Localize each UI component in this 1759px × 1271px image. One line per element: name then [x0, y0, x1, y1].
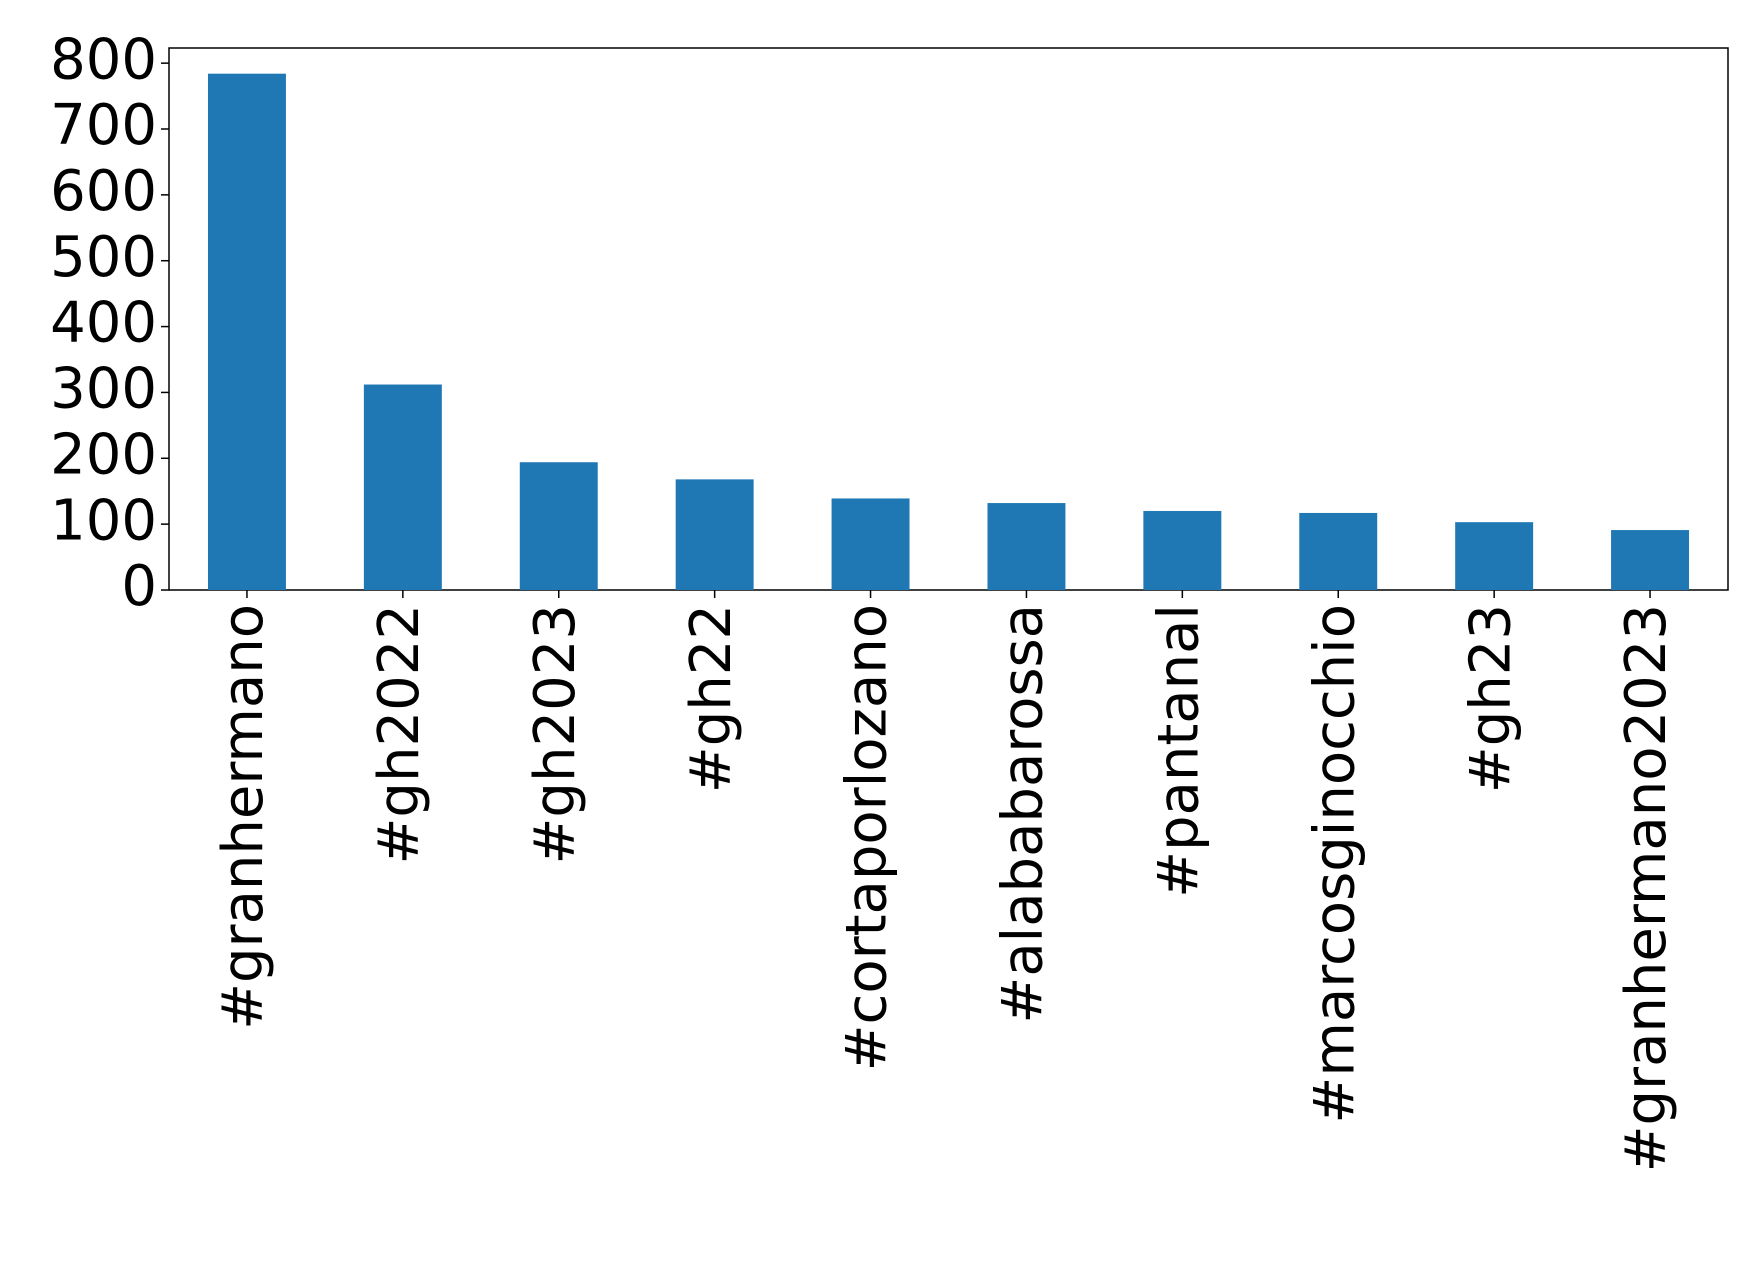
bar	[363, 384, 442, 590]
bar	[1611, 530, 1690, 590]
x-tick-label: #granhermano2023	[1614, 604, 1679, 1172]
bar	[519, 462, 598, 590]
bar	[987, 503, 1066, 590]
y-tick-label: 0	[121, 554, 157, 619]
y-tick-label: 200	[50, 422, 157, 487]
y-tick-label: 300	[50, 357, 157, 422]
y-tick-label: 600	[50, 159, 157, 224]
y-tick-label: 100	[50, 488, 157, 553]
y-tick-label: 500	[50, 225, 157, 290]
bar	[1455, 522, 1534, 590]
x-tick-label: #gh22	[679, 604, 744, 793]
bar	[831, 498, 910, 590]
x-tick-label: #cortaporlozano	[835, 604, 900, 1071]
bar	[675, 479, 754, 590]
y-tick-label: 800	[50, 27, 157, 92]
x-tick-label: #gh2022	[367, 604, 432, 864]
x-tick-label: #pantanal	[1146, 604, 1211, 898]
bar	[1299, 512, 1378, 590]
plot-frame	[168, 47, 1729, 591]
y-tick-label: 700	[50, 93, 157, 158]
x-tick-label: #granhermano	[211, 604, 276, 1030]
x-tick-label: #gh2023	[523, 604, 588, 864]
y-tick-label: 400	[50, 291, 157, 356]
bar	[1143, 510, 1222, 590]
bar	[207, 73, 286, 590]
x-tick-label: #gh23	[1458, 604, 1523, 793]
x-tick-label: #alababarossa	[991, 604, 1056, 1024]
x-tick-label: #marcosginocchio	[1302, 604, 1367, 1124]
